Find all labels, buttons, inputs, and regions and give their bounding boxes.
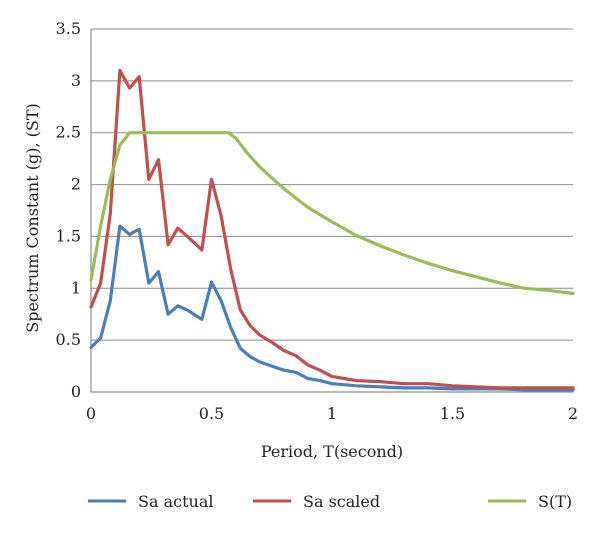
x-tick-label: 0.5 [199, 404, 224, 423]
legend-label-sa-actual: Sa actual [138, 492, 213, 511]
y-tick-label: 1 [71, 278, 81, 297]
y-tick-label: 3 [71, 71, 81, 90]
series-line-s-t [89, 131, 575, 296]
x-tick-label: 0 [86, 404, 96, 423]
y-tick-label: 0.5 [56, 330, 81, 349]
series-line-sa-scaled [89, 68, 575, 390]
x-tick-label: 2 [568, 404, 578, 423]
y-tick-label: 2.5 [56, 123, 81, 142]
series-lines [89, 68, 575, 392]
x-tick-label: 1.5 [440, 404, 465, 423]
y-tick-label: 3.5 [56, 19, 81, 38]
y-tick-label: 2 [71, 175, 81, 194]
x-tick-label: 1 [327, 404, 337, 423]
axes [90, 29, 573, 393]
y-tick-label: 0 [71, 382, 81, 401]
y-tick-label: 1.5 [56, 226, 81, 245]
x-axis-title: Period, T(second) [261, 442, 403, 461]
y-axis-title: Spectrum Constant (g), (ST) [23, 103, 42, 332]
legend-label-s-t: S(T) [538, 492, 572, 511]
series-line-sa-actual [89, 224, 575, 392]
legend: Sa actual Sa scaled S(T) [88, 492, 572, 511]
tick-labels: 0 0.5 1 1.5 2 2.5 3 3.5 0 0.5 1 1.5 2 [56, 19, 579, 423]
legend-label-sa-scaled: Sa scaled [303, 492, 380, 511]
